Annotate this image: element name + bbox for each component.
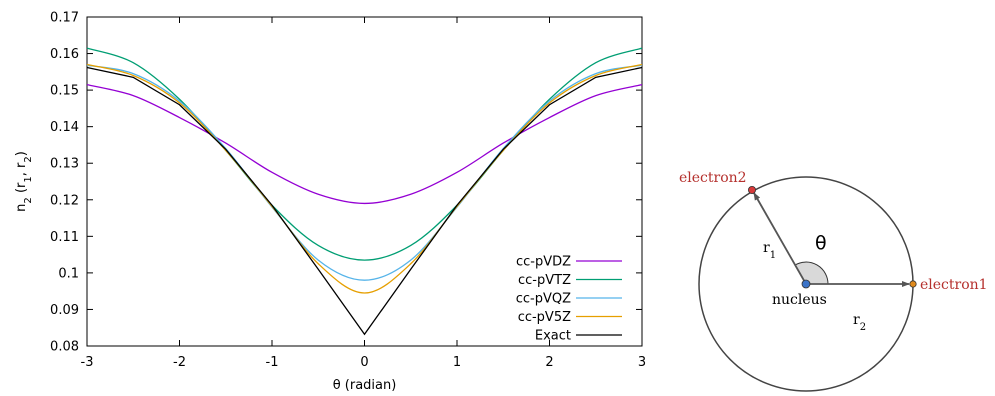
r1-base: r <box>763 240 770 256</box>
electron2-marker <box>748 185 757 194</box>
nucleus-label: nucleus <box>772 292 827 308</box>
x-tick-label: -3 <box>81 355 94 370</box>
x-tick-label: 2 <box>545 355 553 370</box>
legend-label: cc-pVTZ <box>518 273 571 288</box>
y-tick-label: 0.11 <box>50 230 79 245</box>
x-tick-label: 3 <box>638 355 646 370</box>
y-axis-title-r1-sub: 1 <box>23 176 34 182</box>
nucleus-marker <box>801 279 811 289</box>
y-tick-label: 0.16 <box>50 47 79 62</box>
x-axis-title: θ (radian) <box>333 378 397 393</box>
x-tick-label: 0 <box>360 355 368 370</box>
y-axis-title-part3: ) <box>14 151 29 156</box>
series-line-cc-pvqz <box>86 64 643 281</box>
y-axis-title-base: n <box>14 204 29 212</box>
y-axis-title-part2: , r <box>14 162 29 176</box>
electron1-marker <box>909 280 917 288</box>
y-axis-title: n2 (r1, r2) <box>14 151 34 212</box>
y-tick-label: 0.09 <box>50 303 79 318</box>
y-tick-label: 0.15 <box>50 84 79 99</box>
y-axis-title-part1: (r <box>14 182 29 197</box>
x-tick-label: 1 <box>453 355 461 370</box>
series-line-cc-pvdz <box>86 83 643 205</box>
axis-ticks: -3 -2 -1 0 1 2 3 0.08 0.09 0.1 0.11 0.12 0.13 0.14 0.1… <box>50 11 646 371</box>
x-tick-label: -1 <box>266 355 279 370</box>
legend-label: cc-pVDZ <box>516 255 571 270</box>
legend-label: cc-pV5Z <box>518 310 571 325</box>
series-line-cc-pvtz <box>86 47 643 261</box>
line-chart: -3 -2 -1 0 1 2 3 0.08 0.09 0.1 0.11 0.12 0.13 0.14 0.1… <box>14 11 646 394</box>
series-lines <box>86 47 643 336</box>
series-line-exact <box>86 66 643 336</box>
y-axis-title-r2-sub: 2 <box>23 156 34 162</box>
r2-label: r2 <box>853 312 866 333</box>
legend-label: cc-pVQZ <box>516 292 571 307</box>
y-tick-label: 0.13 <box>50 157 79 172</box>
r2-sub: 2 <box>860 322 866 333</box>
electron1-label: electron1 <box>920 277 988 293</box>
y-tick-label: 0.17 <box>50 11 79 26</box>
r1-sub: 1 <box>770 250 776 261</box>
electron-diagram: electron2 electron1 nucleus r1 r2 θ <box>679 170 988 392</box>
legend-label: Exact <box>535 329 571 344</box>
r1-vector <box>753 192 807 285</box>
series-line-cc-pv5z <box>86 63 643 294</box>
y-tick-label: 0.1 <box>58 266 79 281</box>
y-tick-label: 0.14 <box>50 120 79 135</box>
r1-label: r1 <box>763 240 776 261</box>
y-tick-label: 0.08 <box>50 340 79 355</box>
r2-base: r <box>853 312 860 328</box>
y-tick-label: 0.12 <box>50 193 79 208</box>
x-tick-label: -2 <box>173 355 186 370</box>
legend: cc-pVDZ cc-pVTZ cc-pVQZ cc-pV5Z Exact <box>516 255 622 344</box>
electron2-label: electron2 <box>679 170 747 186</box>
y-axis-title-sub: 2 <box>23 197 34 203</box>
angle-label: θ <box>815 232 827 254</box>
